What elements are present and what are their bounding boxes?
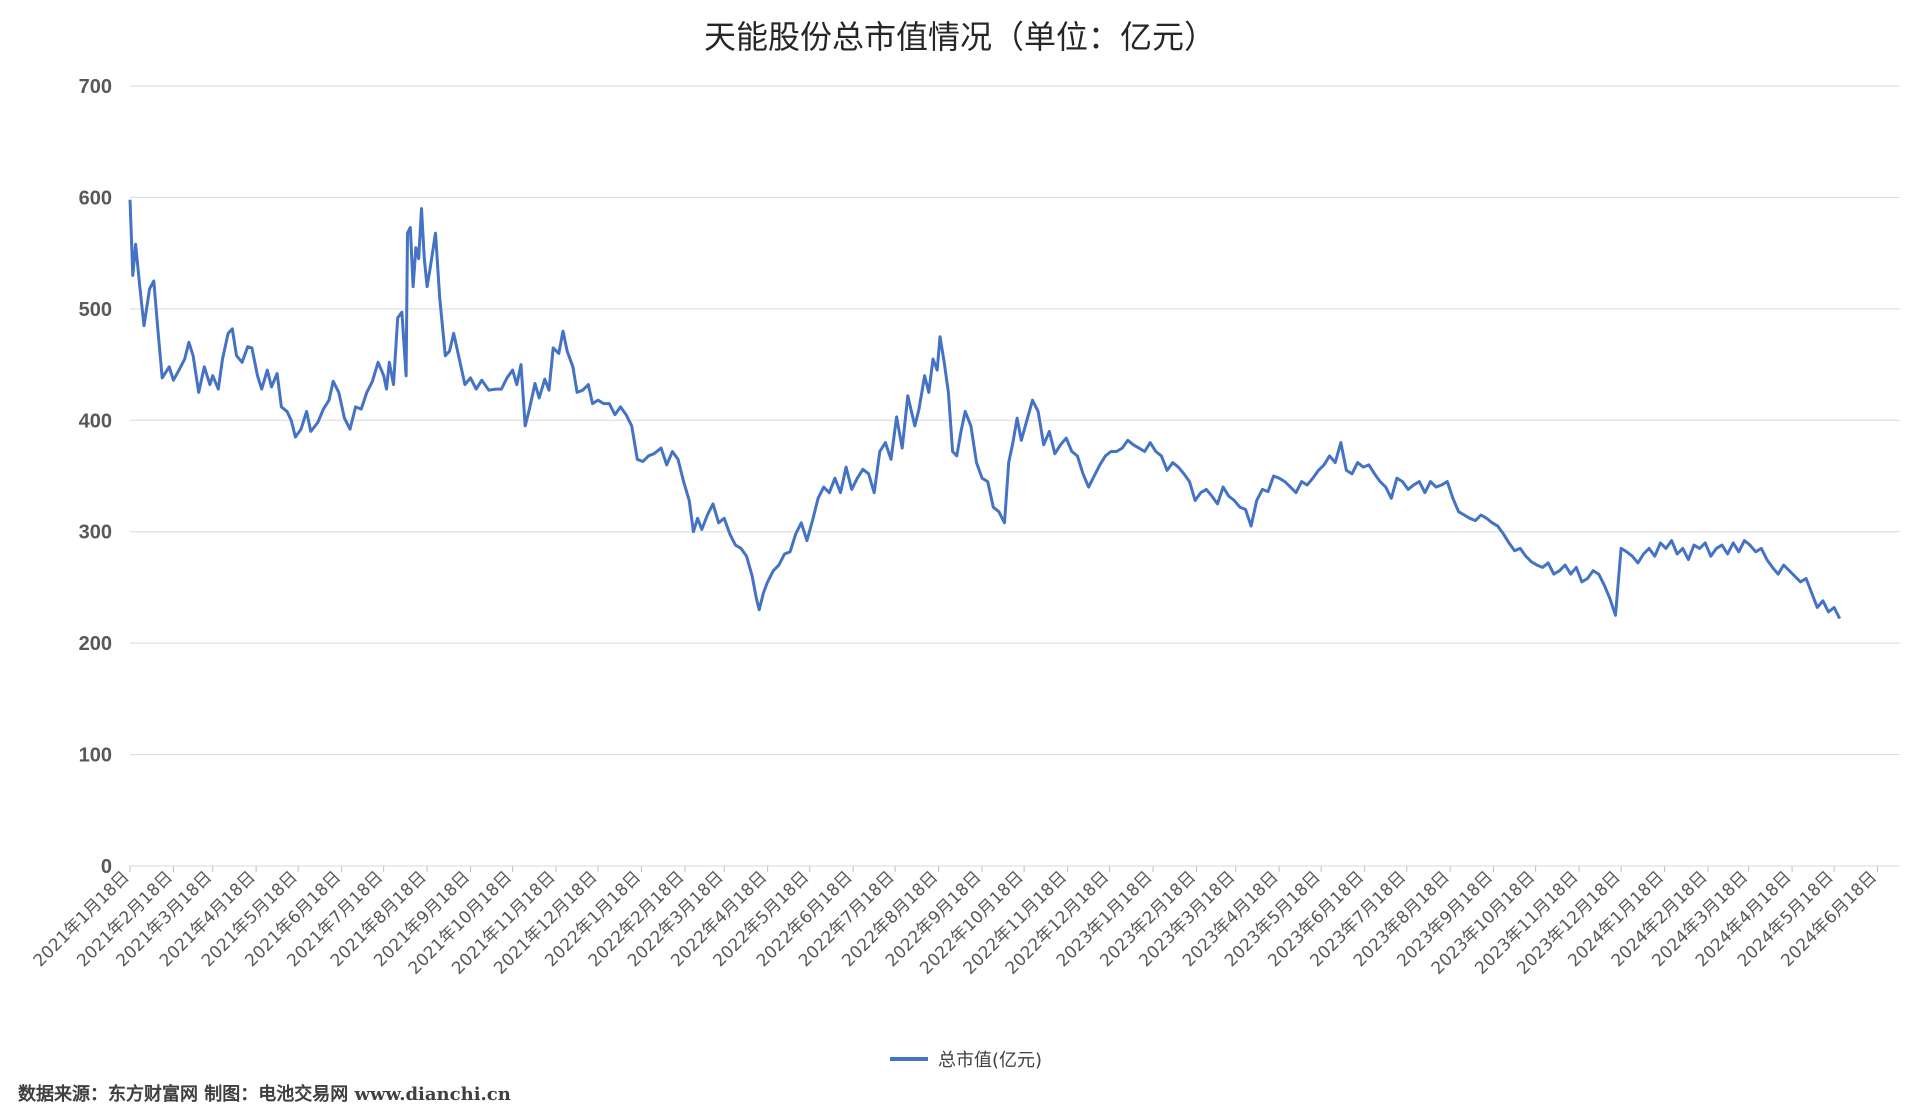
- chart-title: 天能股份总市值情况（单位：亿元）: [703, 18, 1216, 56]
- x-axis-ticks: 2021年1月18日2021年2月18日2021年3月18日2021年4月18日…: [30, 866, 1881, 979]
- legend-swatch: [890, 1057, 928, 1061]
- y-tick-label: 100: [79, 745, 112, 767]
- gridlines: [130, 85, 1900, 867]
- series-line-total-market-cap: [128, 199, 1842, 620]
- y-tick-label: 400: [79, 410, 112, 432]
- y-tick-label: 500: [79, 299, 112, 321]
- legend-label: 总市值(亿元): [938, 1050, 1043, 1071]
- y-axis-ticks: 0 100 200 300 400 500 600 700: [79, 76, 112, 878]
- y-tick-label: 700: [79, 76, 112, 98]
- y-tick-label: 200: [79, 633, 112, 655]
- y-tick-label: 600: [79, 187, 112, 209]
- series-layer: [128, 199, 1842, 620]
- y-tick-label: 300: [79, 522, 112, 544]
- source-note: 数据来源：东方财富网 制图：电池交易网 www.dianchi.cn: [18, 1084, 511, 1105]
- y-tick-label: 0: [101, 856, 112, 878]
- legend: 总市值(亿元): [890, 1046, 1042, 1072]
